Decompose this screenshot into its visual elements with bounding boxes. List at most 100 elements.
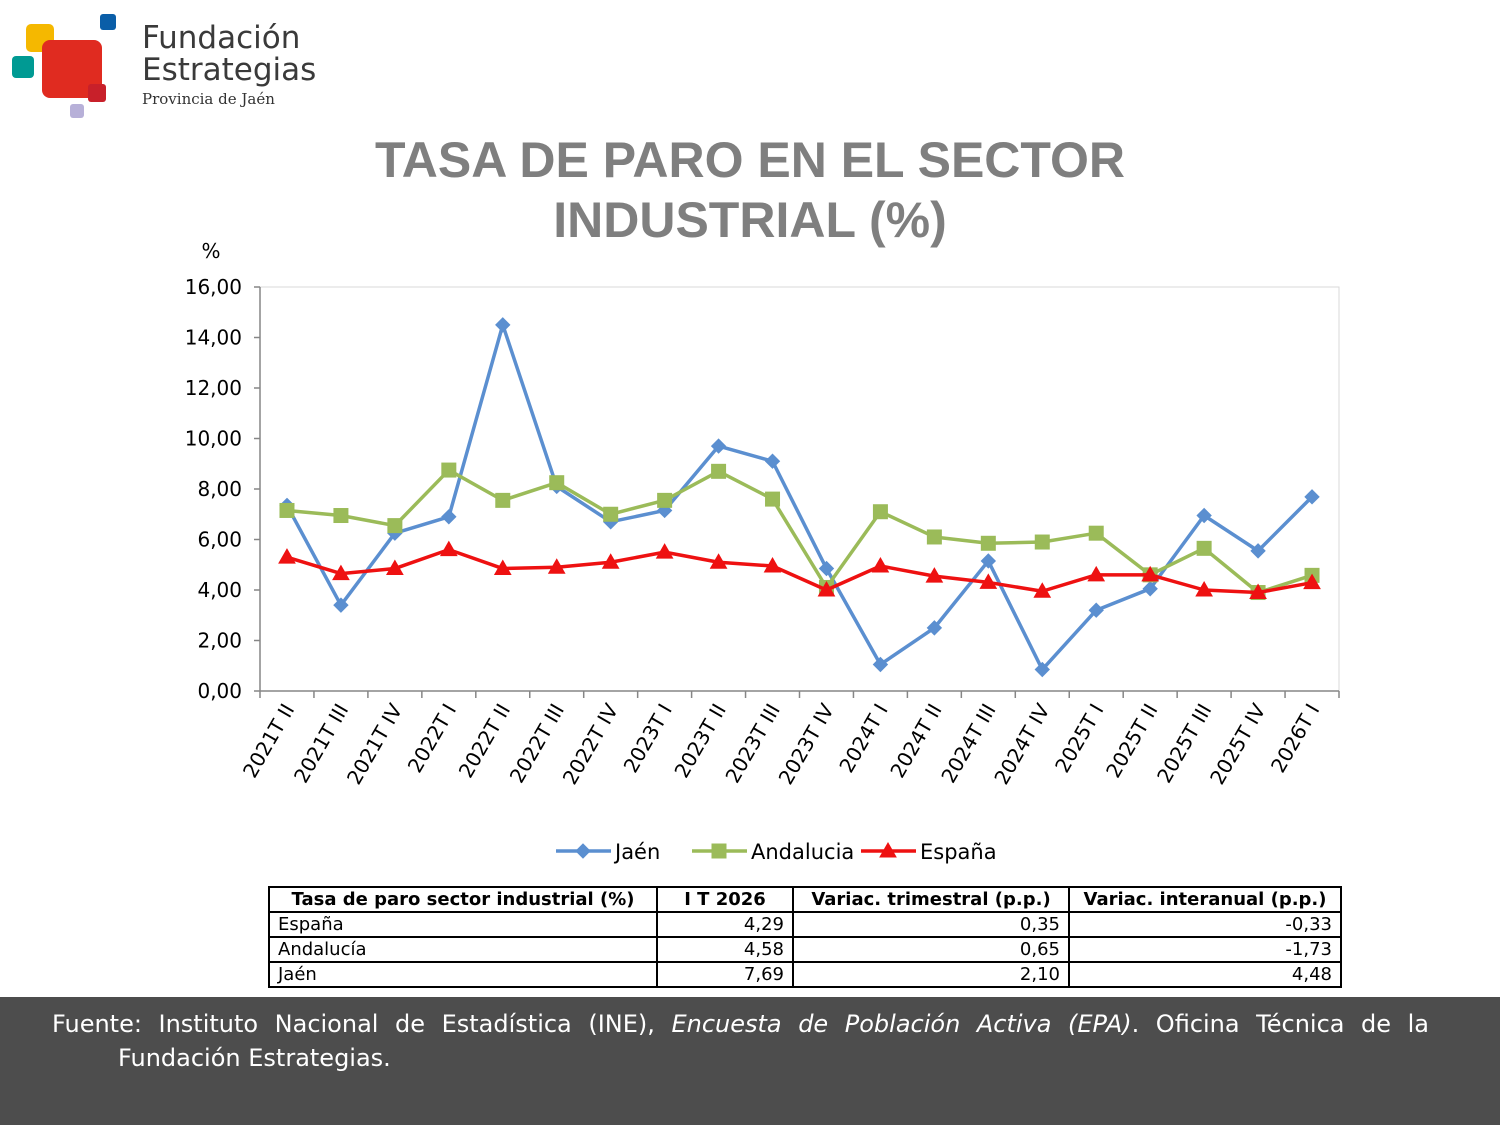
data-point: [765, 491, 781, 507]
data-point: [1034, 661, 1050, 678]
data-point: [1196, 507, 1212, 524]
table-header: Tasa de paro sector industrial (%): [268, 886, 658, 913]
data-point: [1087, 565, 1106, 582]
y-tick-label: 0,00: [197, 679, 242, 703]
data-point: [495, 317, 511, 333]
chart-title: TASA DE PARO EN EL SECTOR INDUSTRIAL (%): [300, 130, 1200, 250]
data-point: [387, 518, 403, 534]
data-point: [710, 438, 727, 454]
table-header: Variac. interanual (p.p.): [1068, 886, 1342, 913]
summary-table: Tasa de paro sector industrial (%) I T 2…: [268, 886, 1342, 988]
data-point: [872, 656, 889, 673]
table-header: Variac. trimestral (p.p.): [792, 886, 1070, 913]
footer: Fuente: Instituto Nacional de Estadístic…: [0, 997, 1500, 1125]
logo-text-line3: Provincia de Jaén: [142, 90, 275, 108]
data-point: [926, 620, 943, 636]
data-point: [1033, 582, 1052, 598]
data-point: [925, 567, 944, 583]
data-point: [386, 559, 404, 576]
data-point: [709, 553, 728, 569]
data-point: [817, 580, 836, 597]
y-tick-label: 16,00: [185, 275, 242, 299]
data-point: [493, 559, 512, 576]
table-row: Jaén 7,69 2,10 4,48: [268, 961, 1342, 988]
table-cell: Andalucía: [268, 936, 658, 963]
data-point: [980, 553, 997, 569]
source-note: Fuente: Instituto Nacional de Estadístic…: [52, 1007, 1429, 1041]
legend-label: Andalucia: [751, 840, 854, 864]
data-point: [1142, 581, 1158, 597]
data-point: [1195, 580, 1213, 597]
chart-title-line2: INDUSTRIAL (%): [553, 192, 947, 248]
data-point: [1141, 565, 1160, 582]
data-point: [1034, 534, 1050, 550]
data-point: [655, 543, 674, 559]
series-line: [285, 323, 1314, 672]
y-tick-label: 12,00: [185, 376, 242, 400]
x-tick-label: 2022T I: [403, 700, 461, 777]
legend-marker: [711, 843, 727, 859]
table-header-row: Tasa de paro sector industrial (%) I T 2…: [268, 886, 1342, 913]
legend-label: España: [920, 840, 997, 864]
table-row: Andalucía 4,58 0,65 -1,73: [268, 936, 1342, 963]
series-line: [286, 547, 1313, 595]
data-point: [1196, 540, 1212, 556]
chart-title-line1: TASA DE PARO EN EL SECTOR: [374, 132, 1126, 188]
data-point: [1249, 583, 1267, 600]
logo-square-teal: [12, 56, 34, 78]
data-point: [1088, 602, 1104, 618]
table-cell: 4,58: [656, 936, 794, 963]
data-point: [979, 573, 998, 589]
y-tick-label: 14,00: [185, 326, 242, 350]
data-point: [332, 564, 350, 581]
data-point: [872, 504, 888, 520]
table-cell: 4,29: [656, 911, 794, 938]
series-line: [286, 468, 1313, 595]
data-point: [441, 462, 457, 478]
source-text-italic: Encuesta de Población Activa (EPA): [671, 1010, 1132, 1038]
source-text-c: . Oficina Técnica de la: [1131, 1010, 1429, 1038]
data-point: [495, 492, 511, 508]
data-point: [711, 463, 727, 479]
data-point: [764, 453, 781, 469]
data-point: [1250, 543, 1266, 559]
y-tick-label: 2,00: [197, 629, 242, 653]
data-point: [279, 502, 295, 518]
legend-marker: [575, 843, 591, 859]
data-point: [926, 529, 942, 545]
data-point: [763, 557, 782, 573]
x-tick-label: 2023T I: [618, 700, 676, 777]
logo-text-line1: Fundación: [142, 20, 301, 56]
table-cell: 0,65: [792, 936, 1070, 963]
data-point: [1303, 573, 1321, 590]
table-cell: -0,33: [1068, 911, 1342, 938]
source-text-a: Fuente: Instituto Nacional de Estadístic…: [52, 1010, 655, 1038]
logo-square-darkred: [88, 84, 106, 102]
x-tick-label: 2025T II: [1101, 700, 1162, 782]
data-point: [1304, 489, 1320, 505]
data-point: [980, 535, 996, 551]
logo-text-line2: Estrategias: [142, 52, 317, 88]
data-point: [278, 548, 296, 564]
legend-label: Jaén: [613, 840, 660, 864]
data-point: [601, 553, 620, 569]
table-cell: -1,73: [1068, 936, 1342, 963]
x-tick-label: 2023T II: [669, 700, 730, 782]
y-tick-label: 8,00: [197, 477, 242, 501]
source-note-line2: Fundación Estrategias.: [118, 1044, 391, 1072]
y-tick-label: 10,00: [185, 427, 242, 451]
x-tick-label: 2026T I: [1266, 700, 1324, 777]
data-point: [603, 506, 619, 522]
x-tick-label: 2025T I: [1050, 700, 1108, 777]
table-cell: España: [268, 911, 658, 938]
table-cell: Jaén: [268, 961, 658, 988]
logo-square-lilac: [70, 104, 84, 118]
y-tick-label: 4,00: [197, 578, 242, 602]
data-point: [439, 540, 458, 557]
y-axis-label: %: [201, 239, 220, 263]
table-row: España 4,29 0,35 -0,33: [268, 911, 1342, 938]
table-cell: 2,10: [792, 961, 1070, 988]
x-tick-label: 2021T II: [238, 700, 299, 782]
table-cell: 4,48: [1068, 961, 1342, 988]
data-point: [333, 508, 349, 524]
